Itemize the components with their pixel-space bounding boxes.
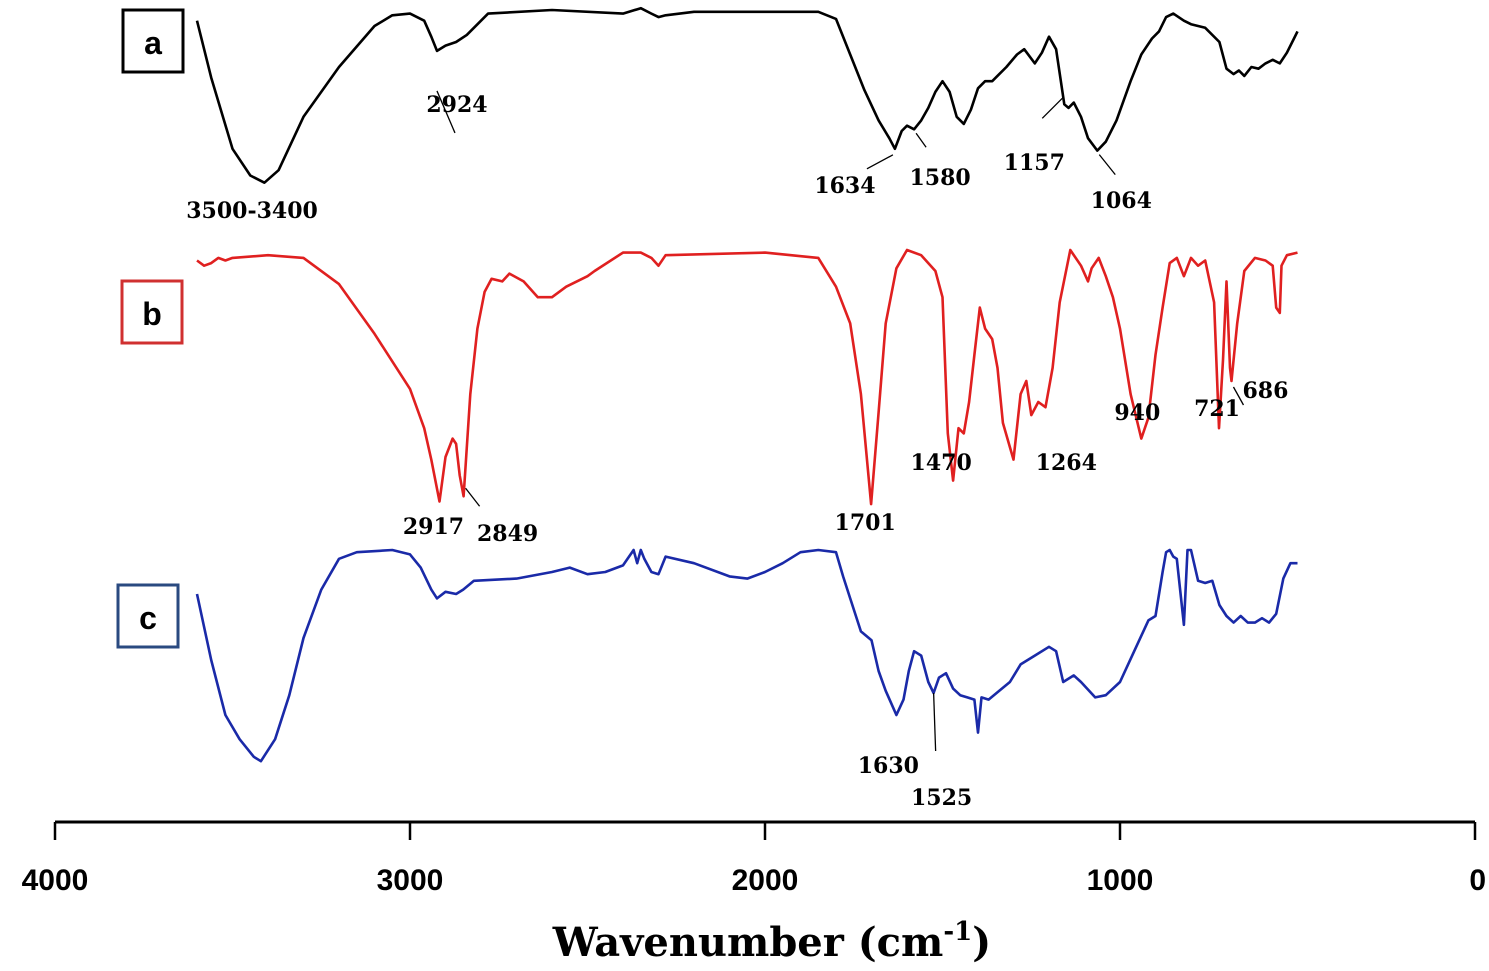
x-tick-label-1000: 1000 — [1087, 864, 1154, 897]
peak-label-b-686: 686 — [1243, 378, 1289, 404]
x-axis-label: Wavenumber (cm-1) — [552, 917, 991, 966]
peak-leader-c-1525 — [932, 692, 937, 752]
peak-label-a-1064: 1064 — [1091, 188, 1152, 214]
peak-label-b-940: 940 — [1114, 400, 1160, 426]
x-tick-label-2000: 2000 — [732, 864, 799, 897]
spectrum-panel-a: a 3500-3400 2924 1634 1580 1157 1064 — [121, 6, 1299, 224]
x-axis-label-close: ) — [972, 919, 991, 966]
spectrum-line-a — [195, 6, 1299, 184]
peak-label-b-1264: 1264 — [1036, 450, 1097, 476]
peak-leader-a-1634 — [866, 154, 894, 170]
peak-label-a-2924: 2924 — [426, 92, 487, 118]
x-axis: 4000 3000 2000 1000 0 Wavenumber (cm-1) — [22, 820, 1486, 966]
x-tick-label-3000: 3000 — [377, 864, 444, 897]
peak-label-b-1470: 1470 — [911, 450, 972, 476]
spectrum-panel-c: c 1630 1525 — [116, 548, 1298, 811]
peak-label-c-1525: 1525 — [911, 785, 972, 811]
peak-label-c-1630: 1630 — [858, 753, 919, 779]
peak-label-b-2917: 2917 — [403, 514, 464, 540]
peak-leader-a-1157 — [1041, 97, 1063, 119]
x-tick-label-4000: 4000 — [22, 864, 89, 897]
x-tick-label-0: 0 — [1469, 864, 1486, 897]
peak-leader-b-2849 — [465, 487, 481, 507]
peak-leader-a-2924 — [436, 90, 456, 134]
series-box-a — [121, 8, 185, 74]
series-box-c — [116, 583, 180, 649]
peak-label-a-1157: 1157 — [1004, 150, 1065, 176]
x-axis-label-superscript: -1 — [943, 917, 972, 947]
spectrum-line-c — [195, 548, 1298, 763]
series-label-c: c — [139, 600, 157, 636]
x-axis-ticks: 4000 3000 2000 1000 0 — [22, 822, 1486, 897]
spectra-panels: a 3500-3400 2924 1634 1580 1157 1064 b 2917 2849 1… — [116, 6, 1299, 811]
peak-label-b-2849: 2849 — [477, 521, 538, 547]
peak-leader-b-686 — [1232, 386, 1245, 406]
peak-label-a-3500-3400: 3500-3400 — [186, 198, 318, 224]
series-label-b: b — [142, 296, 162, 332]
peak-label-a-1634: 1634 — [814, 173, 875, 199]
series-box-b — [120, 279, 184, 345]
peak-label-b-721: 721 — [1194, 396, 1240, 422]
peak-label-b-1701: 1701 — [835, 510, 896, 536]
series-label-a: a — [144, 25, 162, 61]
spectrum-line-b — [196, 248, 1298, 506]
peak-leader-a-1580 — [915, 132, 927, 148]
peak-label-a-1580: 1580 — [909, 165, 970, 191]
peak-leader-a-1064 — [1098, 154, 1116, 176]
